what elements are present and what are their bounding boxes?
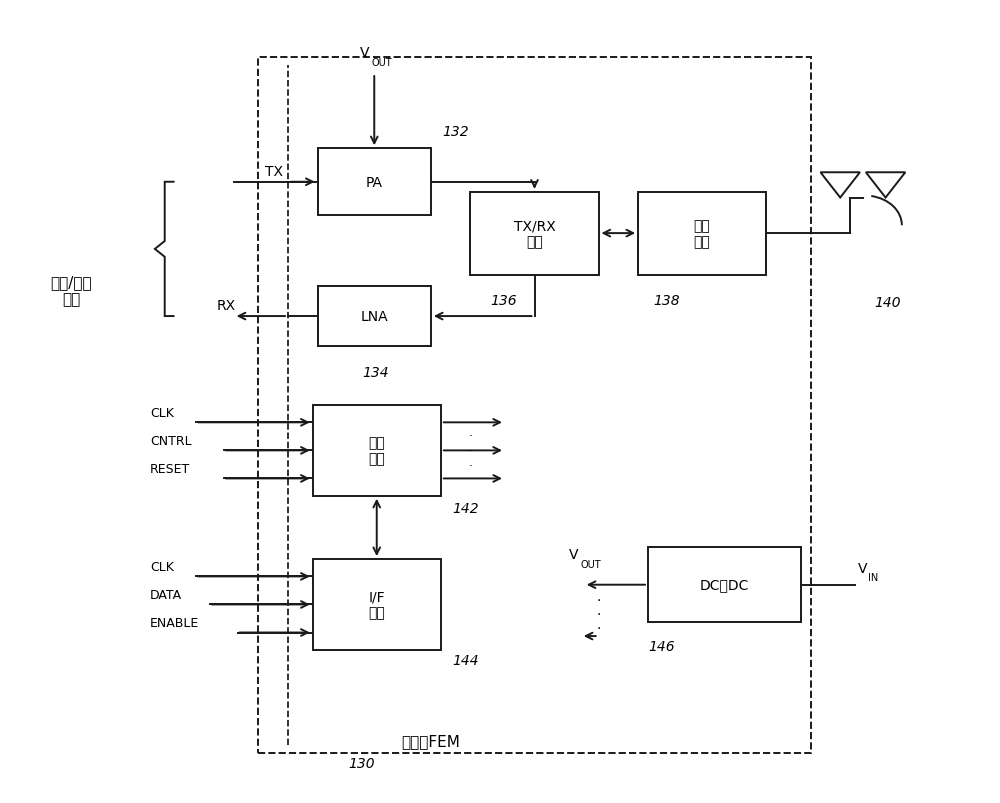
Text: 136: 136 (490, 294, 517, 308)
Text: 140: 140 (875, 296, 901, 310)
Text: DATA: DATA (150, 589, 182, 601)
Bar (648, 548, 801, 622)
Text: ENABLE: ENABLE (150, 617, 199, 630)
Text: ·
·
·: · · · (468, 430, 472, 472)
Text: TX/RX
开关: TX/RX 开关 (514, 218, 555, 249)
Text: LNA: LNA (360, 310, 388, 324)
Text: CLK: CLK (150, 560, 174, 573)
Text: 146: 146 (648, 639, 675, 653)
Text: 144: 144 (453, 654, 479, 667)
Text: RX: RX (217, 299, 236, 312)
Bar (318, 287, 431, 346)
Text: TX: TX (265, 165, 283, 178)
Text: CLK: CLK (150, 406, 174, 420)
Text: DC到DC: DC到DC (700, 578, 749, 592)
Bar (318, 149, 431, 216)
Text: 单芯片FEM: 单芯片FEM (402, 733, 460, 748)
Bar (470, 193, 599, 275)
Text: CNTRL: CNTRL (150, 434, 192, 447)
Text: OUT: OUT (581, 559, 601, 569)
Text: RESET: RESET (150, 463, 190, 475)
Text: ·
·
·: · · · (596, 593, 601, 635)
Text: 去往/来自
基带: 去往/来自 基带 (50, 275, 92, 308)
Text: 132: 132 (443, 124, 469, 139)
Text: 130: 130 (349, 756, 375, 770)
Text: 天线
开关: 天线 开关 (694, 218, 711, 249)
Text: 142: 142 (453, 501, 479, 515)
Bar (258, 59, 811, 752)
Text: 控制
逻辑: 控制 逻辑 (368, 436, 385, 466)
Bar (313, 406, 441, 496)
Text: IN: IN (868, 573, 878, 583)
Text: V: V (360, 46, 369, 59)
Text: V: V (569, 548, 579, 561)
Text: OUT: OUT (371, 58, 392, 67)
Bar (638, 193, 766, 275)
Text: 138: 138 (653, 294, 679, 308)
Text: I/F
逻辑: I/F 逻辑 (368, 589, 385, 620)
Text: PA: PA (366, 176, 383, 190)
Text: V: V (858, 561, 867, 576)
Text: 134: 134 (362, 365, 389, 379)
Bar (313, 560, 441, 650)
